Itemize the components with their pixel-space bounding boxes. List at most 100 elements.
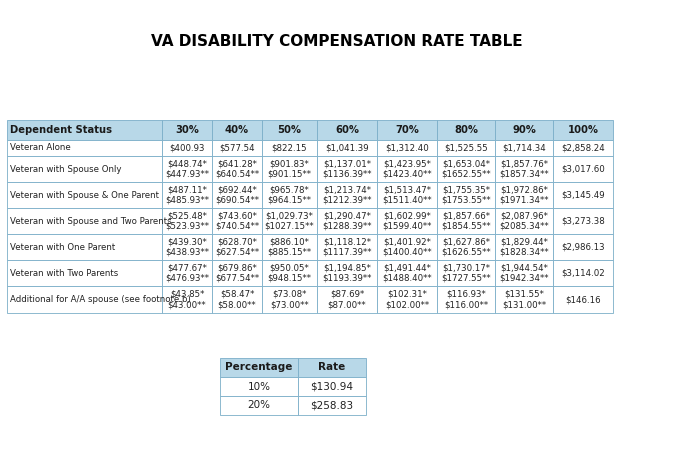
Text: 40%: 40% bbox=[225, 125, 249, 135]
Bar bbox=[7, 156, 162, 182]
Text: $477.67*
$476.93**: $477.67* $476.93** bbox=[165, 263, 209, 283]
Text: $3,017.60: $3,017.60 bbox=[561, 165, 605, 174]
Text: 80%: 80% bbox=[454, 125, 478, 135]
Bar bbox=[298, 377, 366, 396]
Text: $87.69*
$87.00**: $87.69* $87.00** bbox=[328, 290, 366, 310]
Text: $1,730.17*
$1727.55**: $1,730.17* $1727.55** bbox=[441, 263, 491, 283]
Bar bbox=[212, 120, 262, 140]
Bar bbox=[495, 120, 553, 140]
Text: $2,087.96*
$2085.34**: $2,087.96* $2085.34** bbox=[499, 211, 549, 231]
Bar bbox=[495, 286, 553, 313]
Bar bbox=[7, 286, 162, 313]
Bar bbox=[377, 234, 437, 260]
Text: 10%: 10% bbox=[247, 382, 270, 392]
Text: $1,857.66*
$1854.55**: $1,857.66* $1854.55** bbox=[441, 211, 491, 231]
Bar bbox=[495, 182, 553, 208]
Bar bbox=[317, 120, 377, 140]
Bar bbox=[553, 286, 613, 313]
Bar bbox=[377, 208, 437, 234]
Bar bbox=[162, 140, 212, 156]
Text: $1,290.47*
$1288.39**: $1,290.47* $1288.39** bbox=[322, 211, 372, 231]
Bar bbox=[495, 140, 553, 156]
Bar bbox=[377, 140, 437, 156]
Bar bbox=[7, 234, 162, 260]
Text: Dependent Status: Dependent Status bbox=[10, 125, 112, 135]
Text: $1,312.40: $1,312.40 bbox=[385, 144, 429, 153]
Bar bbox=[437, 234, 495, 260]
Bar bbox=[262, 286, 317, 313]
Bar bbox=[212, 260, 262, 286]
Text: $1,525.55: $1,525.55 bbox=[444, 144, 488, 153]
Bar bbox=[317, 234, 377, 260]
Text: $73.08*
$73.00**: $73.08* $73.00** bbox=[270, 290, 309, 310]
Bar bbox=[7, 182, 162, 208]
Text: $950.05*
$948.15**: $950.05* $948.15** bbox=[268, 263, 311, 283]
Text: $448.74*
$447.93**: $448.74* $447.93** bbox=[165, 159, 209, 179]
Bar bbox=[262, 140, 317, 156]
Text: $641.28*
$640.54**: $641.28* $640.54** bbox=[215, 159, 259, 179]
Bar bbox=[437, 156, 495, 182]
Text: $1,972.86*
$1971.34**: $1,972.86* $1971.34** bbox=[499, 185, 549, 205]
Text: $1,714.34: $1,714.34 bbox=[502, 144, 546, 153]
Text: 60%: 60% bbox=[335, 125, 359, 135]
Bar bbox=[317, 208, 377, 234]
Bar bbox=[162, 286, 212, 313]
Bar bbox=[7, 260, 162, 286]
Bar bbox=[262, 120, 317, 140]
Text: Veteran with One Parent: Veteran with One Parent bbox=[10, 243, 115, 252]
Bar bbox=[495, 260, 553, 286]
Bar bbox=[437, 182, 495, 208]
Text: $2,858.24: $2,858.24 bbox=[561, 144, 605, 153]
Bar bbox=[262, 208, 317, 234]
Bar bbox=[553, 208, 613, 234]
Text: $886.10*
$885.15**: $886.10* $885.15** bbox=[268, 237, 311, 257]
Text: $1,491.44*
$1488.40**: $1,491.44* $1488.40** bbox=[382, 263, 432, 283]
Text: $102.31*
$102.00**: $102.31* $102.00** bbox=[385, 290, 429, 310]
Bar bbox=[212, 140, 262, 156]
Text: $400.93: $400.93 bbox=[169, 144, 205, 153]
Text: $743.60*
$740.54**: $743.60* $740.54** bbox=[215, 211, 259, 231]
Text: $3,114.02: $3,114.02 bbox=[561, 269, 605, 278]
Text: 30%: 30% bbox=[175, 125, 199, 135]
Bar bbox=[377, 156, 437, 182]
Bar bbox=[212, 234, 262, 260]
Bar bbox=[553, 260, 613, 286]
Text: $1,653.04*
$1652.55**: $1,653.04* $1652.55** bbox=[441, 159, 491, 179]
Text: $2,986.13: $2,986.13 bbox=[561, 243, 605, 252]
Text: $679.86*
$677.54**: $679.86* $677.54** bbox=[215, 263, 259, 283]
Bar bbox=[377, 260, 437, 286]
Bar bbox=[377, 286, 437, 313]
Bar bbox=[220, 377, 298, 396]
Bar bbox=[377, 120, 437, 140]
Text: $116.93*
$116.00**: $116.93* $116.00** bbox=[444, 290, 488, 310]
Bar bbox=[317, 156, 377, 182]
Bar bbox=[553, 120, 613, 140]
Text: $822.15: $822.15 bbox=[272, 144, 307, 153]
Text: Rate: Rate bbox=[318, 363, 346, 373]
Text: $131.55*
$131.00**: $131.55* $131.00** bbox=[502, 290, 546, 310]
Bar bbox=[212, 156, 262, 182]
Text: $58.47*
$58.00**: $58.47* $58.00** bbox=[218, 290, 256, 310]
Text: $901.83*
$901.15**: $901.83* $901.15** bbox=[268, 159, 311, 179]
Bar bbox=[162, 260, 212, 286]
Bar bbox=[220, 396, 298, 415]
Text: Additional for A/A spouse (see footnote b): Additional for A/A spouse (see footnote … bbox=[10, 295, 191, 304]
Text: $146.16: $146.16 bbox=[565, 295, 601, 304]
Bar bbox=[212, 208, 262, 234]
Bar bbox=[437, 260, 495, 286]
Bar bbox=[495, 156, 553, 182]
Text: $1,194.85*
$1193.39**: $1,194.85* $1193.39** bbox=[322, 263, 371, 283]
Text: $1,118.12*
$1117.39**: $1,118.12* $1117.39** bbox=[322, 237, 372, 257]
Bar bbox=[212, 286, 262, 313]
Text: $1,627.86*
$1626.55**: $1,627.86* $1626.55** bbox=[441, 237, 491, 257]
Bar bbox=[553, 182, 613, 208]
Text: $1,423.95*
$1423.40**: $1,423.95* $1423.40** bbox=[382, 159, 432, 179]
Text: $1,213.74*
$1212.39**: $1,213.74* $1212.39** bbox=[322, 185, 372, 205]
Bar bbox=[437, 208, 495, 234]
Bar bbox=[437, 120, 495, 140]
Text: $1,029.73*
$1027.15**: $1,029.73* $1027.15** bbox=[265, 211, 314, 231]
Text: $965.78*
$964.15**: $965.78* $964.15** bbox=[268, 185, 311, 205]
Text: $1,602.99*
$1599.40**: $1,602.99* $1599.40** bbox=[382, 211, 431, 231]
Bar bbox=[262, 234, 317, 260]
Bar bbox=[495, 234, 553, 260]
